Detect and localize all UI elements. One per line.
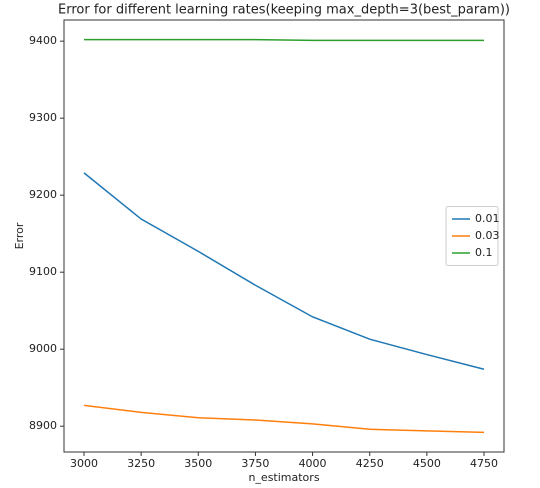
plot-frame	[63, 19, 505, 453]
legend-box	[445, 206, 499, 266]
y-tick-label: 9200	[29, 188, 57, 201]
legend-label: 0.1	[475, 246, 493, 259]
x-tick-label: 3750	[241, 457, 269, 470]
x-tick-label: 4750	[470, 457, 498, 470]
x-tick-label: 4000	[299, 457, 327, 470]
y-tick-label: 8900	[29, 419, 57, 432]
chart-title: Error for different learning rates(keepi…	[58, 3, 510, 18]
legend-label: 0.01	[475, 212, 500, 225]
line	[83, 404, 485, 434]
y-tick-label: 9300	[29, 111, 57, 124]
y-axis-label: Error	[13, 222, 26, 249]
y-tick-label: 9000	[29, 342, 57, 355]
x-tick-label: 3250	[127, 457, 155, 470]
y-tick-label: 9400	[29, 34, 57, 47]
x-tick-label: 3000	[70, 457, 98, 470]
x-tick-label: 3500	[184, 457, 212, 470]
legend-label: 0.03	[475, 229, 500, 242]
line	[84, 38, 484, 42]
x-tick-label: 4500	[413, 457, 441, 470]
line	[83, 172, 485, 370]
x-tick-label: 4250	[356, 457, 384, 470]
y-tick-label: 9100	[29, 265, 57, 278]
x-axis-label: n_estimators	[248, 471, 319, 484]
